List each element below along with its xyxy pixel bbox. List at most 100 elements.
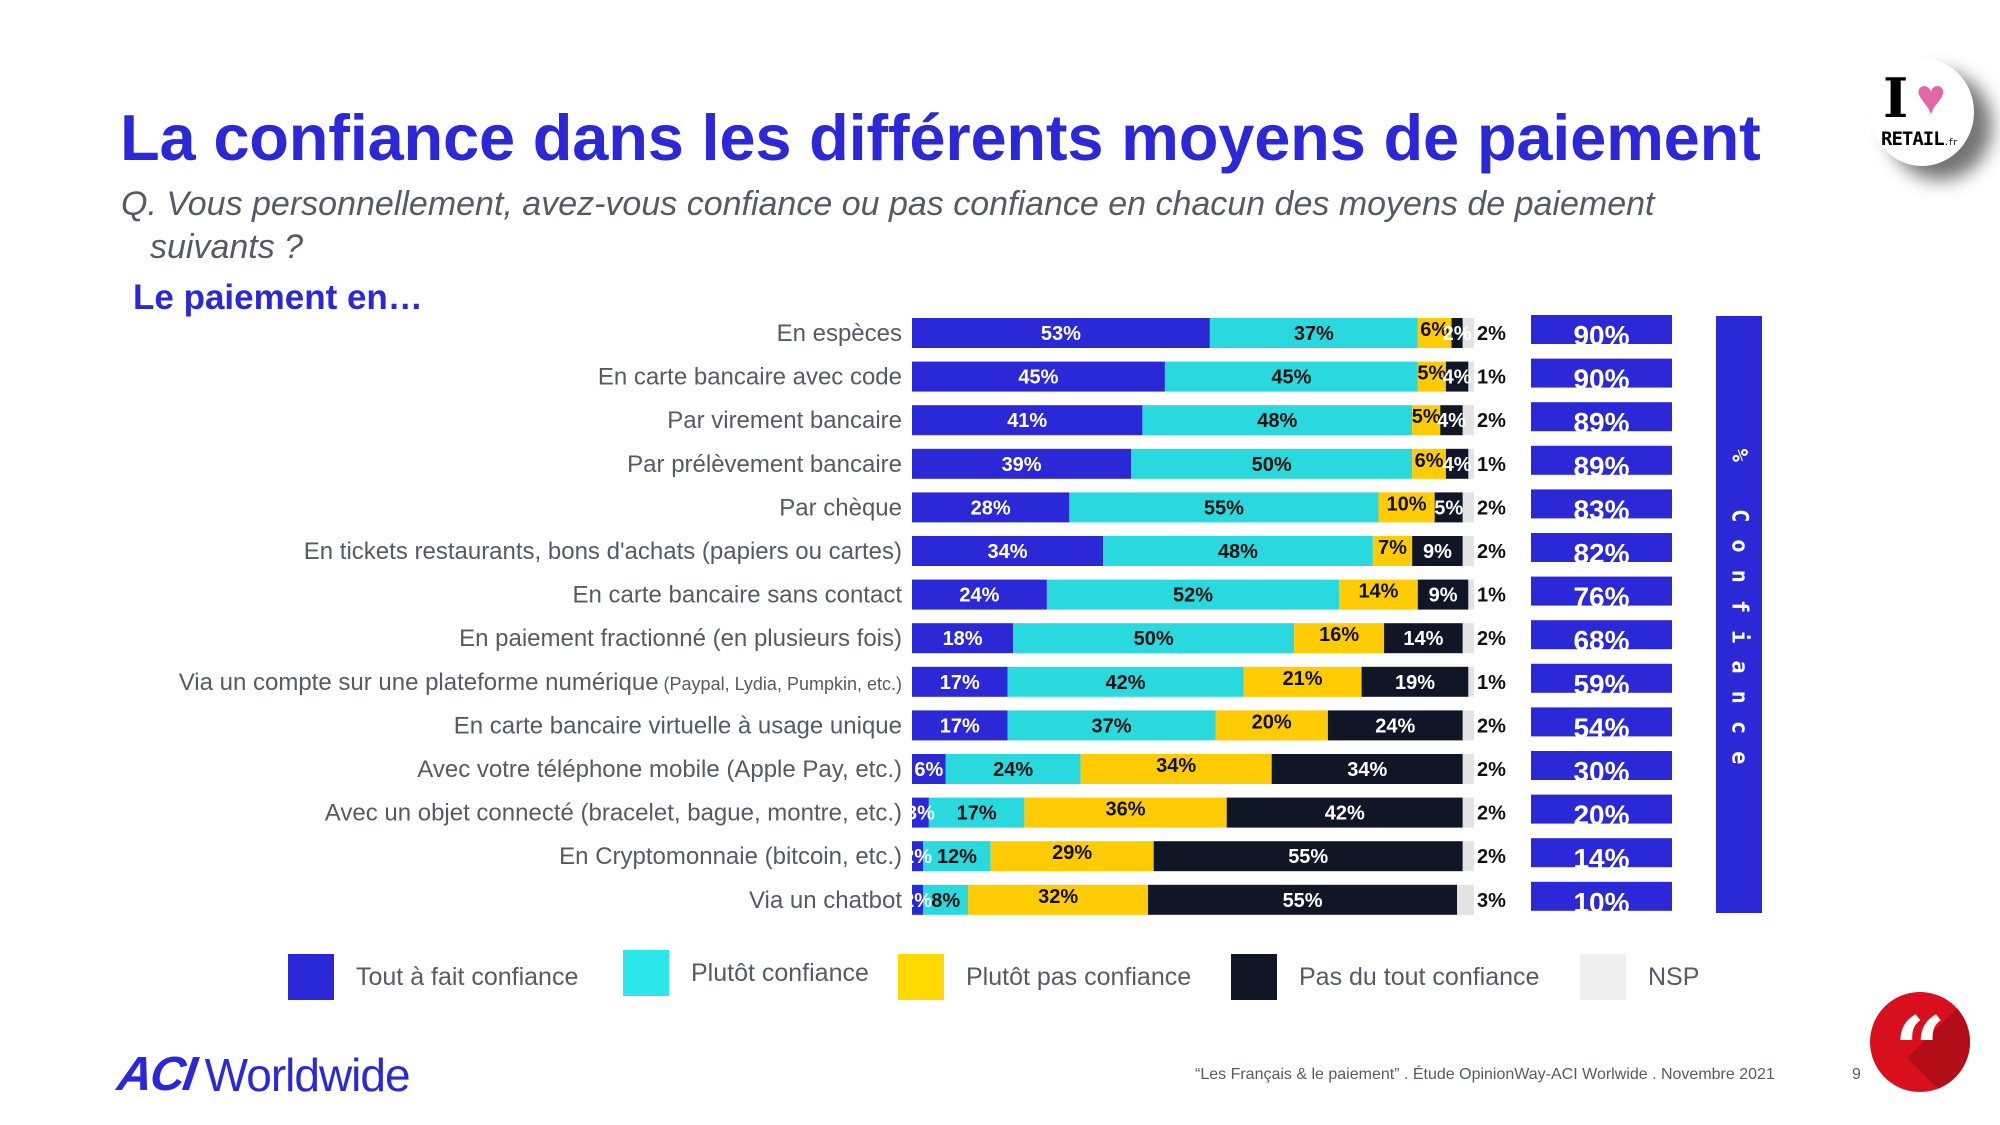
bar-segment-3 [1361,666,1469,697]
bar-segment-0 [912,405,1143,436]
legend-item-tout-a-fait: Tout à fait confiance [288,954,578,1000]
bar-segment-4 [1462,841,1474,872]
category-label: En carte bancaire sans contact [572,582,902,609]
segment-value-label: 45% [1018,367,1058,389]
segment-value-label: 17% [940,715,980,737]
segment-value-label: 39% [1002,454,1042,476]
segment-value-label: 6% [1420,319,1449,341]
segment-value-label: 7% [1378,537,1407,559]
category-label-main: Par virement bancaire [667,407,902,434]
category-label: Avec votre téléphone mobile (Apple Pay, … [417,756,902,783]
bar-segment-2 [1378,492,1435,523]
legend-item-plutot-pas: Plutôt pas confiance [898,954,1191,1000]
bar-segment-0 [912,797,929,828]
segment-value-label: 4% [1437,410,1466,432]
segment-value-label: 42% [1325,803,1365,825]
confidence-total-label: 68% [1573,625,1629,656]
bar-segment-3 [1226,797,1463,828]
bar-segment-2 [1024,797,1227,828]
confidence-total-label: 89% [1573,451,1629,482]
segment-value-label: 50% [1134,628,1174,650]
segment-value-label: 2% [1477,628,1506,650]
confidence-total-label: 20% [1573,800,1629,831]
bar-segment-3 [1327,710,1463,741]
bar-segment-4 [1462,492,1474,523]
bar-segment-0 [912,841,924,872]
bar-segment-1 [1209,318,1418,348]
survey-question: Q. Vous personnellement, avez-vous confi… [121,183,1821,269]
slide-title: La confiance dans les différents moyens … [120,101,1761,174]
bar-segment-1 [1007,666,1244,697]
bar-segment-0 [912,536,1104,566]
segment-value-label: 2% [1477,715,1506,737]
bar-segment-4 [1468,448,1474,479]
segment-value-label: 3% [1477,890,1506,912]
segment-value-label: 52% [1173,585,1213,607]
segment-value-label: 8% [931,890,960,912]
heart-icon: ♥ [1916,69,1946,125]
category-label-main: Via un compte sur une plateforme numériq… [179,669,659,696]
bar-segment-3 [1451,318,1463,348]
category-label: En paiement fractionné (en plusieurs foi… [459,625,902,652]
segment-value-label: 4% [1443,454,1472,476]
bar-segment-4 [1462,623,1474,654]
bar-segment-4 [1462,797,1474,828]
category-label-detail: (Paypal, Lydia, Pumpkin, etc.) [659,674,902,694]
bar-segment-2 [1412,448,1446,479]
segment-value-label: 29% [1052,842,1092,864]
confidence-total-box [1531,402,1672,432]
category-label: Via un chatbot [749,887,902,914]
category-label-main: Par chèque [779,494,902,521]
segment-value-label: 2% [1477,759,1506,781]
bar-segment-0 [912,448,1132,479]
bar-segment-0 [912,754,946,784]
segment-value-label: 2% [1477,497,1506,519]
segment-value-label: 24% [993,759,1033,781]
category-label: Avec un objet connecté (bracelet, bague,… [325,800,902,827]
legend-label: Tout à fait confiance [356,962,579,991]
legend-label: Plutôt pas confiance [966,962,1192,991]
segment-value-label: 19% [1395,672,1435,694]
segment-value-label: 41% [1007,410,1047,432]
retail-logo-word: RETAIL.fr [1881,128,1958,150]
bar-segment-3 [1434,492,1463,523]
bar-segment-3 [1148,884,1458,915]
bar-segment-3 [1153,841,1463,872]
category-label: En carte bancaire virtuelle à usage uniq… [454,712,902,739]
category-label: Par prélèvement bancaire [627,451,902,478]
bar-segment-4 [1462,318,1474,348]
category-label: Par chèque [779,494,902,521]
confidence-total-label: 59% [1573,669,1629,700]
segment-value-label: 18% [943,628,983,650]
segment-value-label: 14% [1358,581,1398,603]
bar-segment-1 [1007,710,1216,741]
bar-segment-0 [912,710,1008,741]
confidence-column-header: % Confiance [1716,316,1762,913]
category-label-main: En paiement fractionné (en plusieurs foi… [459,625,902,652]
bar-segment-2 [1417,318,1452,348]
legend-label: Plutôt confiance [691,958,869,987]
segment-value-label: 55% [1283,890,1323,912]
legend-swatch [288,954,334,1000]
retail-logo-suffix: .fr [1943,138,1958,148]
confidence-total-box [1531,707,1672,737]
confidence-total-box [1531,533,1672,562]
aci-mark: ACI [114,1048,199,1101]
segment-value-label: 6% [914,759,943,781]
bar-segment-2 [990,841,1154,872]
bar-segment-0 [912,579,1047,610]
segment-value-label: 37% [1294,323,1334,345]
bar-segment-2 [1243,666,1362,697]
segment-value-label: 5% [1417,363,1446,385]
legend-item-pas-du-tout: Pas du tout confiance [1231,954,1539,1000]
bar-segment-1 [928,797,1025,828]
bar-segment-0 [912,623,1014,654]
question-line-2: suivants ? [150,228,304,266]
category-labels: En espèces En carte bancaire avec code Par… [179,320,903,914]
bar-segment-0 [912,318,1210,348]
segment-value-label: 32% [1038,886,1078,908]
legend-swatch [1231,954,1277,1000]
bar-segment-2 [1417,361,1446,392]
confidence-total-box [1531,838,1672,868]
confidence-total-label: 83% [1573,494,1629,525]
